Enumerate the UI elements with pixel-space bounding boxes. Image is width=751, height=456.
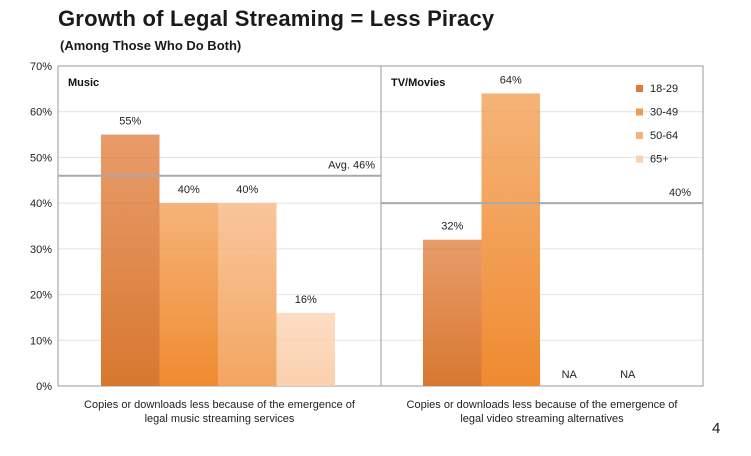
bar-18-29 [423,239,482,386]
y-tick-label: 10% [30,335,52,347]
category-label: legal video streaming alternatives [460,413,624,425]
legend-label: 50-64 [650,130,678,142]
y-tick-label: 20% [30,290,52,302]
chart-title: Growth of Legal Streaming = Less Piracy [58,6,495,31]
reference-label: 40% [669,187,691,199]
y-tick-label: 70% [30,61,52,73]
data-label: 16% [295,294,317,306]
bar-65+ [276,312,335,386]
category-label: Copies or downloads less because of the … [407,399,679,411]
panel-title-tv-movies: TV/Movies [391,77,445,89]
data-label: 40% [178,184,200,196]
bar-50-64 [218,203,277,386]
y-tick-label: 40% [30,198,52,210]
reference-label: Avg. 46% [328,160,375,172]
chart-subtitle: (Among Those Who Do Both) [60,38,242,53]
page-number: 4 [712,420,721,437]
category-label: legal music streaming services [145,413,295,425]
legend-swatch-18-29 [636,85,643,92]
bar-18-29 [101,134,160,386]
legend-label: 30-49 [650,107,678,119]
legend-label: 18-29 [650,83,678,95]
panel-title-music: Music [68,77,99,89]
legend-swatch-30-49 [636,108,643,116]
legend-swatch-65+ [636,155,643,163]
data-label: 40% [236,184,258,196]
y-tick-label: 0% [36,381,52,393]
data-label-na: NA [620,369,636,381]
bar-30-49 [159,203,218,386]
y-tick-label: 60% [30,107,52,119]
data-label: 32% [441,221,463,233]
data-label: 64% [500,74,522,86]
data-label: 55% [119,116,141,128]
legend-swatch-50-64 [636,132,643,139]
category-label: Copies or downloads less because of the … [84,399,356,411]
y-tick-label: 30% [30,244,52,256]
data-label-na: NA [562,369,578,381]
legend-label: 65+ [650,154,669,166]
y-tick-label: 50% [30,152,52,164]
bar-30-49 [481,93,540,386]
